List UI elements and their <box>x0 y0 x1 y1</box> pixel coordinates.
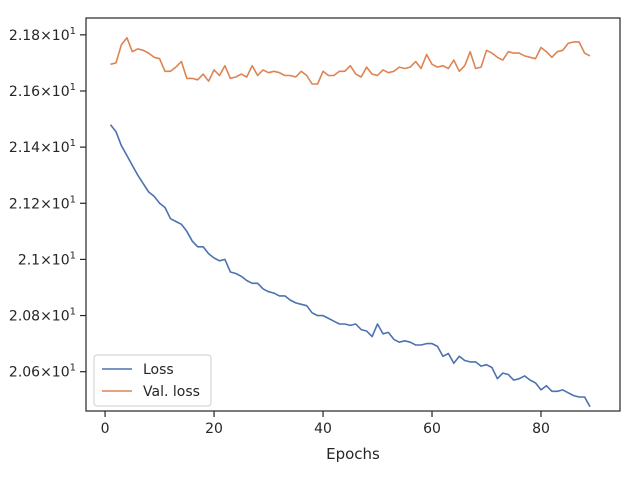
x-tick-label: 20 <box>205 421 223 437</box>
x-tick-label: 0 <box>101 421 110 437</box>
loss-line <box>109 124 591 408</box>
legend-label-val-loss: Val. loss <box>143 384 200 400</box>
legend-label-loss: Loss <box>143 362 174 378</box>
y-tick-label: 2.12×101 <box>9 194 76 212</box>
x-tick-label: 40 <box>314 421 332 437</box>
y-axis-ticks: 2.06×101 2.08×101 2.1×101 2.12×101 2.14×101 2… <box>9 26 86 381</box>
y-tick-label: 2.08×101 <box>9 307 76 325</box>
x-axis-label: Epochs <box>326 445 380 463</box>
val-loss-line <box>110 36 591 85</box>
x-axis-ticks: 0 20 40 60 80 <box>101 411 550 437</box>
y-tick-label: 2.18×101 <box>9 26 76 44</box>
plot-frame <box>85 17 621 412</box>
legend: Loss Val. loss <box>93 354 212 407</box>
y-tick-label: 2.14×101 <box>9 138 76 156</box>
y-tick-label: 2.16×101 <box>9 82 76 100</box>
legend-box <box>93 354 212 407</box>
x-tick-label: 80 <box>532 421 550 437</box>
y-tick-label: 2.06×101 <box>9 363 76 381</box>
series-lines <box>109 36 591 408</box>
y-tick-label: 2.1×101 <box>18 250 76 268</box>
x-tick-label: 60 <box>423 421 441 437</box>
